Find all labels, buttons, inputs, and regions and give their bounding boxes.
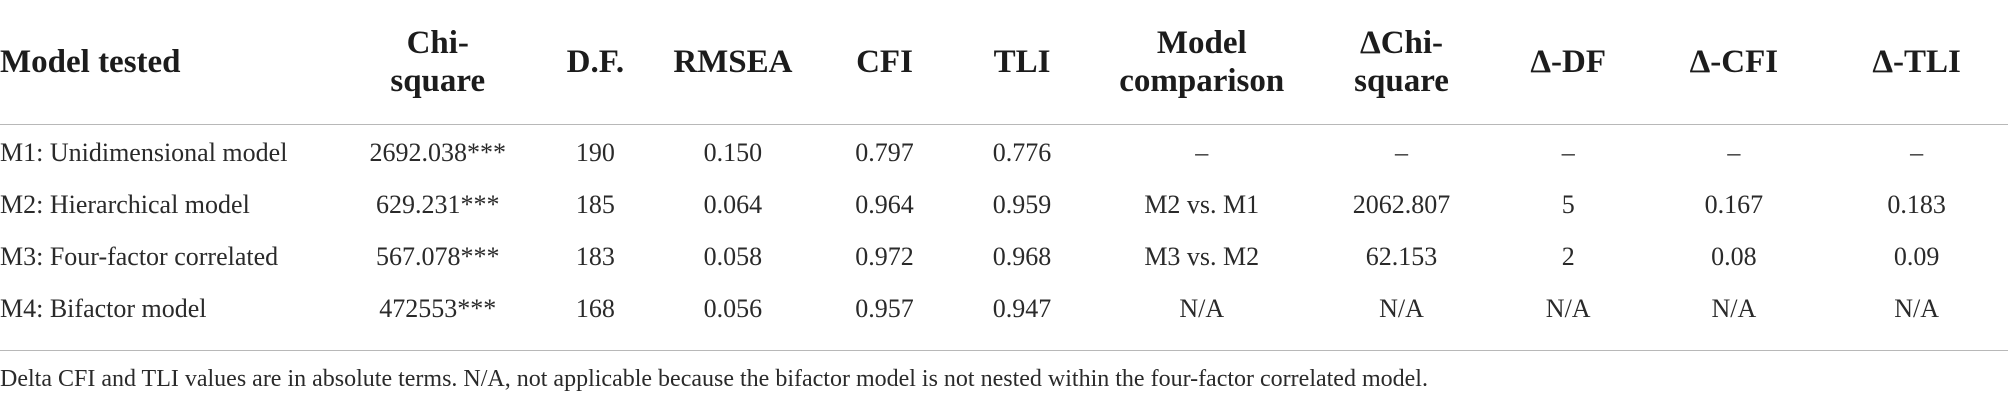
cell-rmsea: 0.064 bbox=[703, 190, 763, 219]
cell-delta-df: N/A bbox=[1545, 294, 1591, 323]
header-delta-cfi: Δ-CFI bbox=[1642, 0, 1826, 125]
table-row: M3: Four-factor correlated 567.078*** 18… bbox=[0, 231, 2008, 283]
cell-df: 168 bbox=[575, 294, 615, 323]
cell-model: M3: Four-factor correlated bbox=[0, 242, 279, 271]
header-chi-square-line1: Chi- bbox=[406, 25, 469, 61]
header-delta-df: Δ-DF bbox=[1493, 0, 1643, 125]
cell-chi-square: 567.078*** bbox=[375, 242, 500, 271]
cell-model-comparison: N/A bbox=[1179, 294, 1225, 323]
cell-delta-cfi: – bbox=[1727, 138, 1741, 167]
model-fit-table: Model tested Chi- square D.F. RMSEA CFI … bbox=[0, 0, 2008, 341]
cell-delta-tli: 0.09 bbox=[1893, 242, 1940, 271]
header-chi-square-line2: square bbox=[390, 63, 486, 99]
header-delta-chi-square-line2: square bbox=[1354, 63, 1449, 99]
cell-delta-cfi: N/A bbox=[1711, 294, 1757, 323]
cell-delta-df: 2 bbox=[1561, 242, 1575, 271]
cell-delta-tli: – bbox=[1910, 138, 1924, 167]
cell-model: M2: Hierarchical model bbox=[0, 190, 250, 219]
cell-model: M1: Unidimensional model bbox=[0, 138, 288, 167]
cell-cfi: 0.957 bbox=[855, 294, 914, 323]
cell-rmsea: 0.058 bbox=[703, 242, 763, 271]
table-bottom-rule bbox=[0, 350, 2008, 351]
cell-tli: 0.968 bbox=[992, 242, 1052, 271]
cell-tli: 0.959 bbox=[992, 190, 1052, 219]
header-tli: TLI bbox=[949, 0, 1095, 125]
cell-delta-chi-square: – bbox=[1395, 138, 1409, 167]
header-delta-tli: Δ-TLI bbox=[1825, 0, 2008, 125]
cell-delta-chi-square: N/A bbox=[1379, 294, 1424, 323]
cell-delta-cfi: 0.167 bbox=[1704, 190, 1764, 219]
header-df: D.F. bbox=[544, 0, 647, 125]
cell-df: 183 bbox=[575, 242, 615, 271]
cell-model-comparison: M3 vs. M2 bbox=[1144, 242, 1260, 271]
cell-tli: 0.776 bbox=[992, 138, 1052, 167]
header-cfi: CFI bbox=[819, 0, 950, 125]
table-header-row: Model tested Chi- square D.F. RMSEA CFI … bbox=[0, 0, 2008, 125]
cell-rmsea: 0.056 bbox=[703, 294, 763, 323]
cell-chi-square: 629.231*** bbox=[375, 190, 500, 219]
cell-model: M4: Bifactor model bbox=[0, 294, 207, 323]
header-model-comparison-line1: Model bbox=[1156, 25, 1247, 61]
cell-model-comparison: M2 vs. M1 bbox=[1144, 190, 1260, 219]
cell-cfi: 0.972 bbox=[855, 242, 914, 271]
table-row: M2: Hierarchical model 629.231*** 185 0.… bbox=[0, 179, 2008, 231]
header-model-comparison-line2: comparison bbox=[1119, 63, 1285, 99]
model-fit-table-container: Model tested Chi- square D.F. RMSEA CFI … bbox=[0, 0, 2008, 341]
table-footnote: Delta CFI and TLI values are in absolute… bbox=[0, 366, 1428, 392]
cell-delta-tli: 0.183 bbox=[1887, 190, 1946, 219]
cell-chi-square: 2692.038*** bbox=[369, 138, 506, 167]
cell-delta-cfi: 0.08 bbox=[1711, 242, 1757, 271]
cell-cfi: 0.964 bbox=[855, 190, 914, 219]
cell-delta-chi-square: 62.153 bbox=[1365, 242, 1438, 271]
header-model-comparison: Model comparison bbox=[1094, 0, 1310, 125]
header-delta-chi-square: ΔChi- square bbox=[1309, 0, 1494, 125]
header-chi-square: Chi- square bbox=[331, 0, 545, 125]
header-rmsea: RMSEA bbox=[646, 0, 820, 125]
table-row: M4: Bifactor model 472553*** 168 0.056 0… bbox=[0, 283, 2008, 341]
cell-delta-df: – bbox=[1561, 138, 1575, 167]
cell-chi-square: 472553*** bbox=[379, 294, 497, 323]
header-delta-chi-square-line1: ΔChi- bbox=[1360, 25, 1444, 61]
table-row: M1: Unidimensional model 2692.038*** 190… bbox=[0, 125, 2008, 180]
cell-model-comparison: – bbox=[1195, 138, 1209, 167]
cell-delta-tli: N/A bbox=[1894, 294, 1939, 323]
cell-tli: 0.947 bbox=[992, 294, 1052, 323]
cell-df: 185 bbox=[575, 190, 615, 219]
header-model-tested: Model tested bbox=[0, 0, 332, 125]
cell-df: 190 bbox=[575, 138, 615, 167]
cell-delta-chi-square: 2062.807 bbox=[1352, 190, 1451, 219]
cell-delta-df: 5 bbox=[1561, 190, 1575, 219]
cell-rmsea: 0.150 bbox=[703, 138, 763, 167]
cell-cfi: 0.797 bbox=[855, 138, 914, 167]
